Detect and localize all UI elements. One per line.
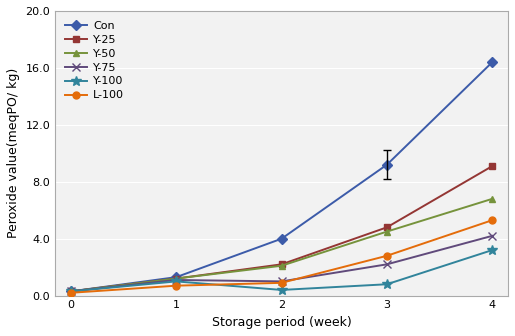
Y-100 — [489, 248, 495, 252]
Y-axis label: Peroxide value(meqPO/ kg): Peroxide value(meqPO/ kg) — [7, 68, 20, 239]
Y-100 — [384, 282, 390, 286]
Legend: Con, Y-25, Y-50, Y-75, Y-100, L-100: Con, Y-25, Y-50, Y-75, Y-100, L-100 — [61, 16, 128, 105]
Y-25 — [173, 277, 179, 281]
Line: Y-50: Y-50 — [67, 195, 496, 295]
Line: Y-100: Y-100 — [66, 245, 497, 296]
Line: L-100: L-100 — [67, 217, 496, 296]
Line: Y-25: Y-25 — [67, 163, 496, 295]
L-100 — [384, 254, 390, 258]
Con — [173, 275, 179, 279]
Y-25 — [489, 164, 495, 168]
L-100 — [173, 284, 179, 288]
Y-75 — [489, 234, 495, 238]
Y-75 — [384, 262, 390, 266]
Y-75 — [68, 289, 74, 293]
Y-50 — [384, 229, 390, 234]
L-100 — [489, 218, 495, 222]
Con — [384, 163, 390, 167]
Y-75 — [173, 278, 179, 282]
Y-75 — [279, 280, 285, 284]
L-100 — [68, 291, 74, 295]
Y-25 — [384, 225, 390, 229]
Y-25 — [68, 289, 74, 293]
Con — [68, 289, 74, 293]
Y-100 — [279, 288, 285, 292]
Y-50 — [173, 277, 179, 281]
Y-100 — [173, 280, 179, 284]
Line: Con: Con — [67, 59, 496, 295]
X-axis label: Storage period (week): Storage period (week) — [212, 316, 351, 329]
Con — [279, 237, 285, 241]
Y-50 — [489, 197, 495, 201]
Y-50 — [68, 289, 74, 293]
Y-50 — [279, 264, 285, 268]
Line: Y-75: Y-75 — [67, 232, 496, 296]
Y-100 — [68, 289, 74, 293]
L-100 — [279, 281, 285, 285]
Con — [489, 60, 495, 64]
Y-25 — [279, 262, 285, 266]
